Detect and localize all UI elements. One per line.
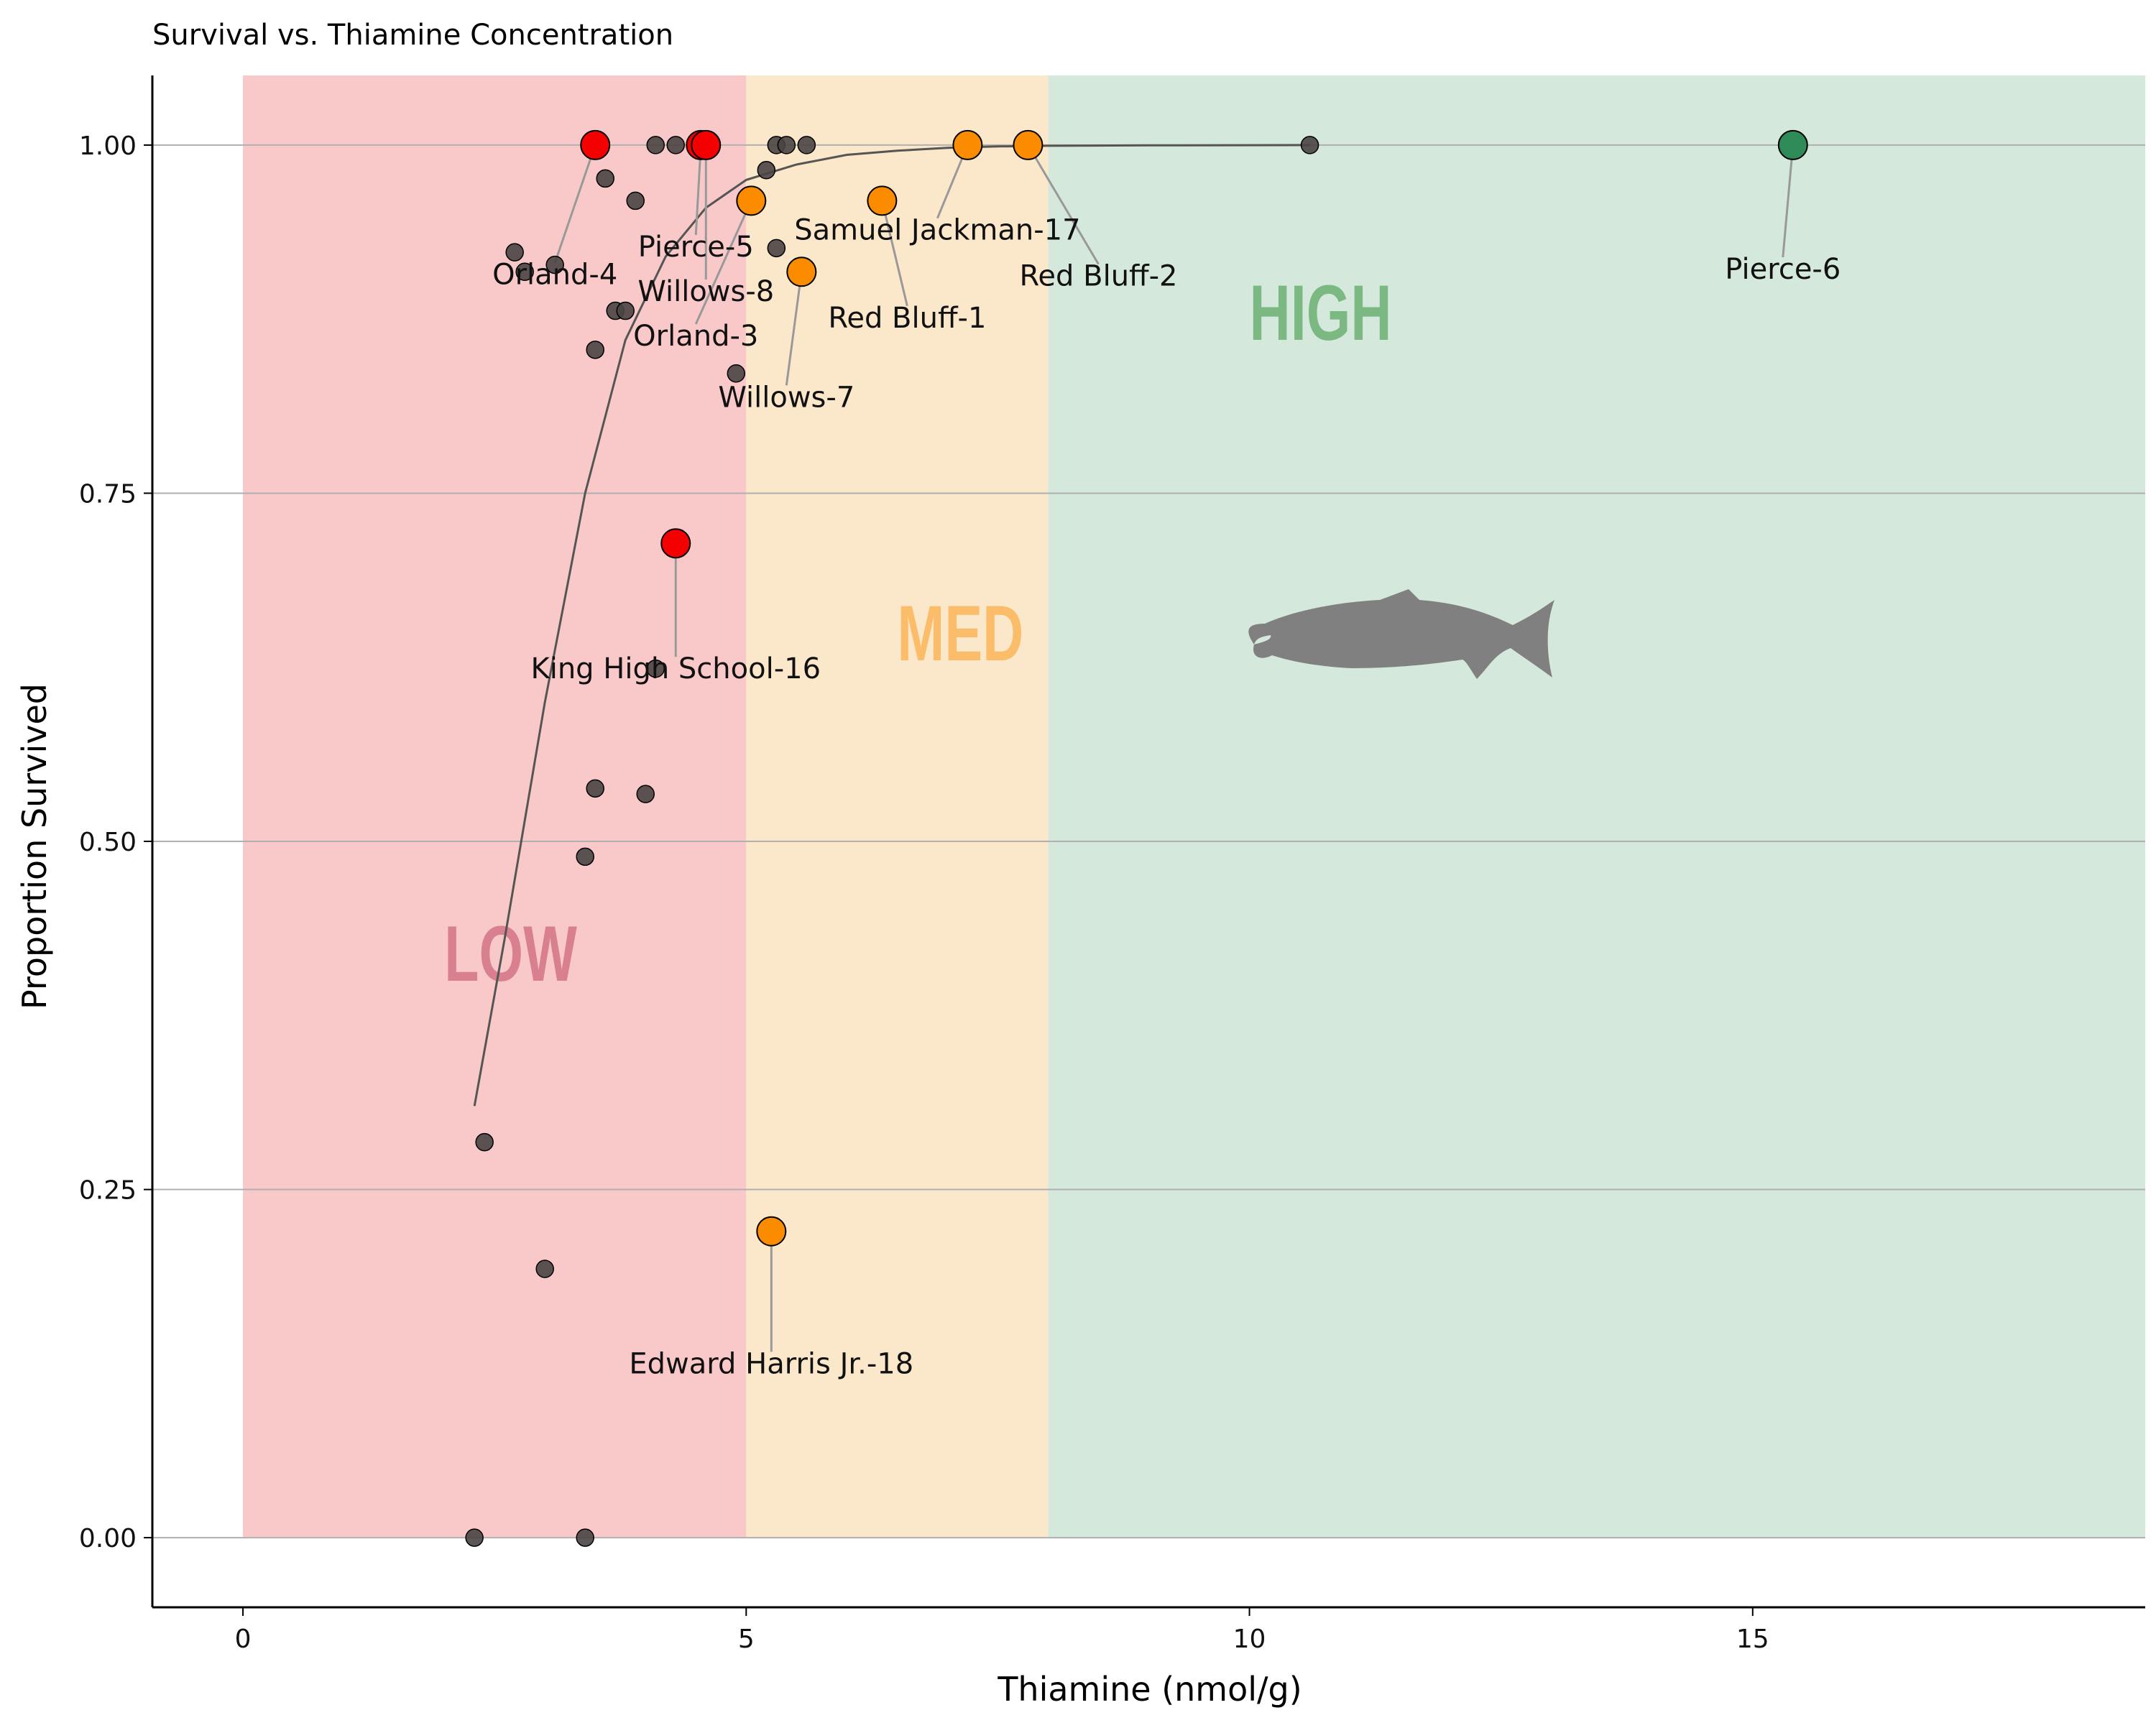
highlighted-point <box>1013 129 1044 160</box>
highlighted-point <box>736 185 767 216</box>
y-tick-label: 0.75 <box>79 479 137 509</box>
point-label: Willows-8 <box>637 275 774 308</box>
data-point <box>576 1528 594 1547</box>
zone-low <box>243 75 747 1538</box>
data-point <box>757 161 776 180</box>
data-point <box>616 301 635 320</box>
data-point <box>666 136 686 154</box>
data-point <box>646 659 665 678</box>
data-point <box>626 191 645 211</box>
highlighted-point <box>952 129 983 160</box>
point-label: Red Bluff-2 <box>1019 260 1177 293</box>
data-point <box>1300 136 1319 154</box>
label-leader <box>880 200 908 307</box>
highlighted-point <box>756 1216 787 1247</box>
highlighted-point <box>580 129 611 160</box>
zones-layer <box>243 75 2145 1538</box>
y-tick-label: 0.00 <box>79 1524 137 1553</box>
point-label: Willows-7 <box>718 381 854 414</box>
data-point <box>596 169 614 188</box>
highlighted-point <box>660 528 691 559</box>
point-label: Orland-3 <box>633 320 758 353</box>
label-leader <box>1782 144 1795 258</box>
data-point <box>586 341 604 359</box>
point-label: Orland-4 <box>492 259 617 292</box>
zone-high <box>1048 75 2145 1538</box>
data-point <box>465 1528 484 1547</box>
x-tick-label: 15 <box>1736 1625 1769 1654</box>
x-tick-label: 5 <box>738 1625 755 1654</box>
salmon-silhouette <box>1248 589 1554 679</box>
point-label: Pierce-6 <box>1725 253 1841 286</box>
zone-label-low: LOW <box>444 910 577 998</box>
x-tick-label: 10 <box>1233 1625 1266 1654</box>
y-axis-title: Proportion Survived <box>15 683 54 1009</box>
label-leader <box>1027 144 1100 265</box>
x-tick-label: 0 <box>235 1625 252 1654</box>
label-leader <box>785 272 803 386</box>
label-leader-lines <box>553 144 1795 1352</box>
data-point <box>727 364 746 383</box>
highlighted-point <box>867 185 898 216</box>
data-point <box>475 1132 494 1152</box>
label-leader <box>553 144 596 264</box>
point-label: Edward Harris Jr.-18 <box>629 1347 913 1380</box>
point-labels-layer: Orland-4 Pierce-5 Willows-8 Orland-3 Willows… <box>492 214 1841 1381</box>
zone-label-med: MED <box>897 589 1023 678</box>
data-point <box>636 785 655 803</box>
data-point <box>777 136 796 154</box>
zone-labels-layer: LOW MED HIGH <box>444 269 1391 998</box>
zone-label-high: HIGH <box>1250 269 1392 358</box>
y-tick-label: 0.50 <box>79 828 137 857</box>
highlighted-point <box>786 257 817 287</box>
data-point <box>767 239 786 258</box>
data-point <box>545 255 564 274</box>
point-label: Samuel Jackman-17 <box>794 214 1080 247</box>
highlighted-point <box>691 129 722 160</box>
zone-med <box>746 75 1049 1538</box>
highlighted-point <box>1777 129 1808 160</box>
x-axis-title: Thiamine (nmol/g) <box>997 1670 1302 1709</box>
data-point <box>586 779 604 798</box>
chart-title: Survival vs. Thiamine Concentration <box>152 19 673 52</box>
label-leader <box>694 200 752 325</box>
point-label: King High School-16 <box>530 652 821 685</box>
data-point <box>797 136 816 154</box>
data-point <box>515 262 534 282</box>
data-point <box>576 847 594 867</box>
salmon-silhouette-icon <box>1248 589 1554 679</box>
data-points-layer <box>465 129 1808 1547</box>
y-tick-label: 1.00 <box>79 131 137 161</box>
y-tick-label: 0.25 <box>79 1176 137 1206</box>
data-point <box>535 1260 554 1278</box>
data-point <box>646 136 665 154</box>
point-label: Pierce-5 <box>638 231 754 264</box>
axes-layer: 0.00 0.25 0.50 0.75 1.00 0 5 10 15 <box>79 75 2145 1654</box>
grid-layer <box>152 144 2145 1539</box>
data-point <box>505 243 524 262</box>
point-label: Red Bluff-1 <box>828 302 986 335</box>
